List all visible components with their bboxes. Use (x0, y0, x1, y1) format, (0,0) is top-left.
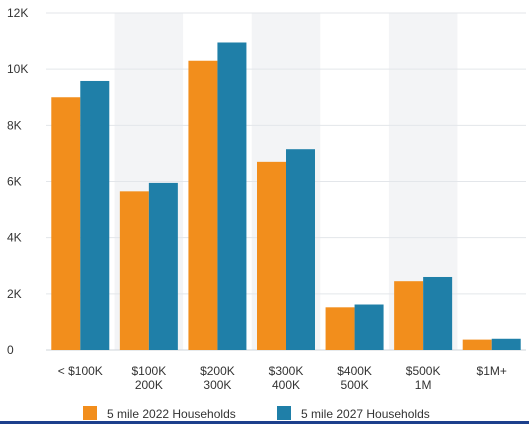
bar-2027[interactable] (80, 80, 110, 350)
bar-2027[interactable] (354, 304, 384, 350)
x-tick-label: $400K (337, 364, 372, 378)
y-tick-label: 0 (7, 343, 14, 357)
x-tick-label: $300K (269, 364, 304, 378)
y-tick-label: 8K (7, 118, 22, 132)
legend-label: 5 mile 2027 Households (301, 407, 430, 421)
x-tick-label: 300K (203, 378, 231, 392)
y-tick-label: 4K (7, 231, 22, 245)
y-tick-label: 6K (7, 175, 22, 189)
bar-2027[interactable] (491, 338, 521, 350)
bar-2022[interactable] (325, 307, 355, 350)
y-tick-label: 10K (7, 62, 28, 76)
legend-swatch (277, 406, 291, 420)
bar-2027[interactable] (148, 182, 178, 350)
legend-swatch (83, 406, 97, 420)
x-tick-label: $100K (132, 364, 167, 378)
x-tick-label: 200K (135, 378, 163, 392)
bar-2022[interactable] (462, 339, 492, 350)
bar-2022[interactable] (119, 191, 149, 350)
bar-2022[interactable] (51, 97, 81, 350)
bar-2027[interactable] (286, 149, 315, 350)
y-tick-label: 12K (7, 6, 28, 20)
bar-2022[interactable] (394, 281, 424, 350)
x-tick-label: $500K (406, 364, 441, 378)
x-tick-label: $1M+ (477, 364, 507, 378)
x-tick-label: 1M (415, 378, 432, 392)
x-tick-label: 500K (341, 378, 369, 392)
x-tick-label: 400K (272, 378, 300, 392)
bar-2027[interactable] (423, 276, 453, 350)
x-tick-label: $200K (200, 364, 235, 378)
legend-label: 5 mile 2022 Households (107, 407, 236, 421)
y-tick-label: 2K (7, 287, 22, 301)
bar-2022[interactable] (257, 161, 286, 350)
bar-2022[interactable] (188, 60, 218, 350)
bar-2027[interactable] (217, 42, 247, 351)
footer-rule (0, 421, 529, 424)
x-tick-label: < $100K (58, 364, 103, 378)
